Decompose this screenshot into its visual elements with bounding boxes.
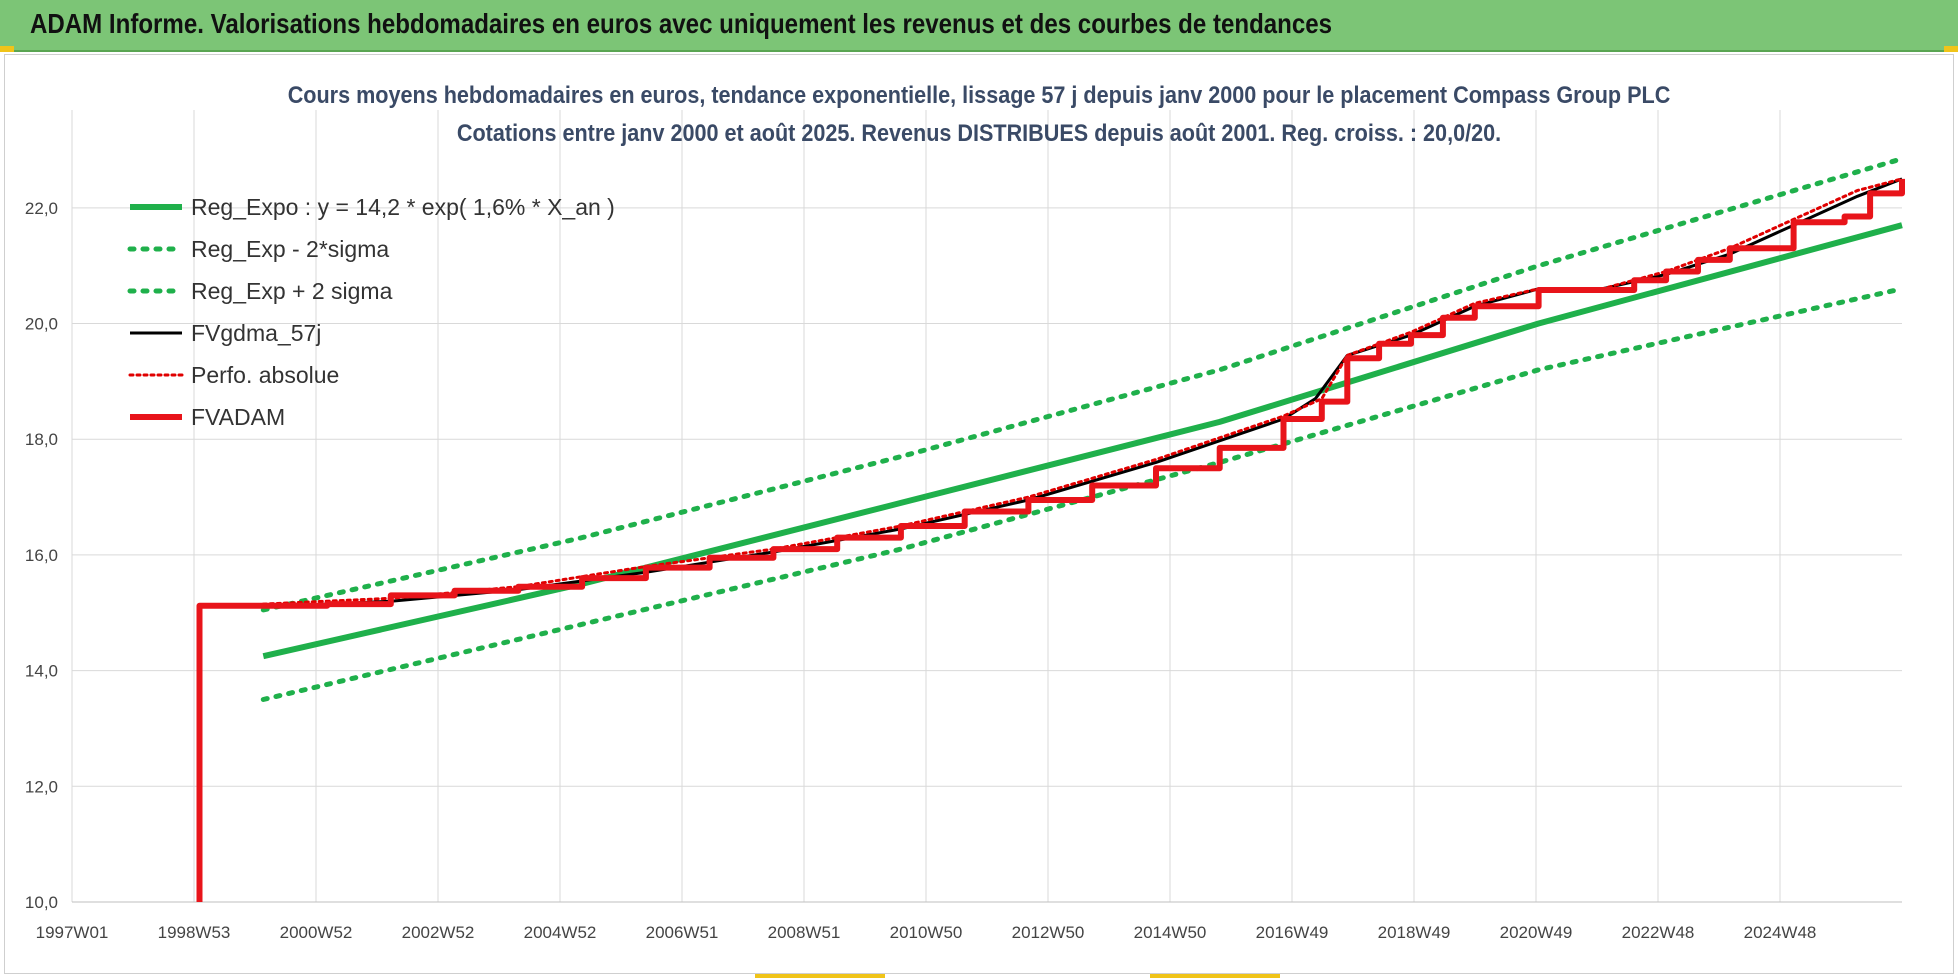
series-line-0 — [262, 222, 1903, 660]
legend-label: FVgdma_57j — [191, 320, 321, 346]
series-line-3 — [263, 177, 1903, 609]
x-tick-label: 2016W49 — [1256, 923, 1329, 942]
x-tick-label: 1997W01 — [36, 923, 109, 942]
series-line-5 — [196, 178, 1905, 902]
x-tick-label: 2004W52 — [524, 923, 597, 942]
x-tick-label: 2014W50 — [1134, 923, 1207, 942]
y-tick-label: 16,0 — [25, 546, 58, 565]
report-title: ADAM Informe. Valorisations hebdomadaire… — [30, 8, 1333, 39]
x-tick-label: 2002W52 — [402, 923, 475, 942]
chart-title: Cours moyens hebdomadaires en euros, ten… — [288, 81, 1671, 108]
x-tick-label: 2018W49 — [1378, 923, 1451, 942]
x-tick-label: 2020W49 — [1500, 923, 1573, 942]
y-tick-label: 14,0 — [25, 662, 58, 681]
y-tick-label: 12,0 — [25, 777, 58, 796]
series-line-2 — [260, 156, 1905, 613]
x-tick-label: 2012W50 — [1012, 923, 1085, 942]
y-tick-label: 22,0 — [25, 199, 58, 218]
series-line-4 — [261, 177, 1904, 606]
corner-marker-left — [0, 46, 14, 52]
series-line-1 — [260, 286, 1905, 702]
x-tick-label: 2010W50 — [890, 923, 963, 942]
report-header: ADAM Informe. Valorisations hebdomadaire… — [0, 0, 1958, 52]
x-tick-label: 2006W51 — [646, 923, 719, 942]
x-tick-label: 2000W52 — [280, 923, 353, 942]
x-tick-label: 2024W48 — [1744, 923, 1817, 942]
x-tick-label: 2008W51 — [768, 923, 841, 942]
y-tick-label: 10,0 — [25, 893, 58, 912]
chart-frame — [4, 54, 1954, 974]
chart-lines — [196, 156, 1905, 902]
legend-label: Reg_Exp - 2*sigma — [191, 236, 389, 262]
legend-label: Reg_Expo : y = 14,2 * exp( 1,6% * X_an ) — [191, 194, 615, 220]
bottom-marker-1 — [755, 974, 885, 978]
legend-label: Perfo. absolue — [191, 362, 339, 388]
x-tick-label: 2022W48 — [1622, 923, 1695, 942]
chart-subtitle: Cotations entre janv 2000 et août 2025. … — [457, 119, 1501, 146]
y-tick-label: 18,0 — [25, 430, 58, 449]
y-tick-label: 20,0 — [25, 315, 58, 334]
legend-label: Reg_Exp + 2 sigma — [191, 278, 393, 304]
chart-legend: Reg_Expo : y = 14,2 * exp( 1,6% * X_an )… — [127, 194, 615, 430]
bottom-marker-2 — [1150, 974, 1280, 978]
x-tick-label: 1998W53 — [158, 923, 231, 942]
legend-label: FVADAM — [191, 404, 285, 430]
chart-axes: 10,0 12,0 14,0 16,0 18,0 20,0 22,0 1997W01 1998W… — [25, 199, 1902, 942]
corner-marker-right — [1944, 46, 1958, 52]
